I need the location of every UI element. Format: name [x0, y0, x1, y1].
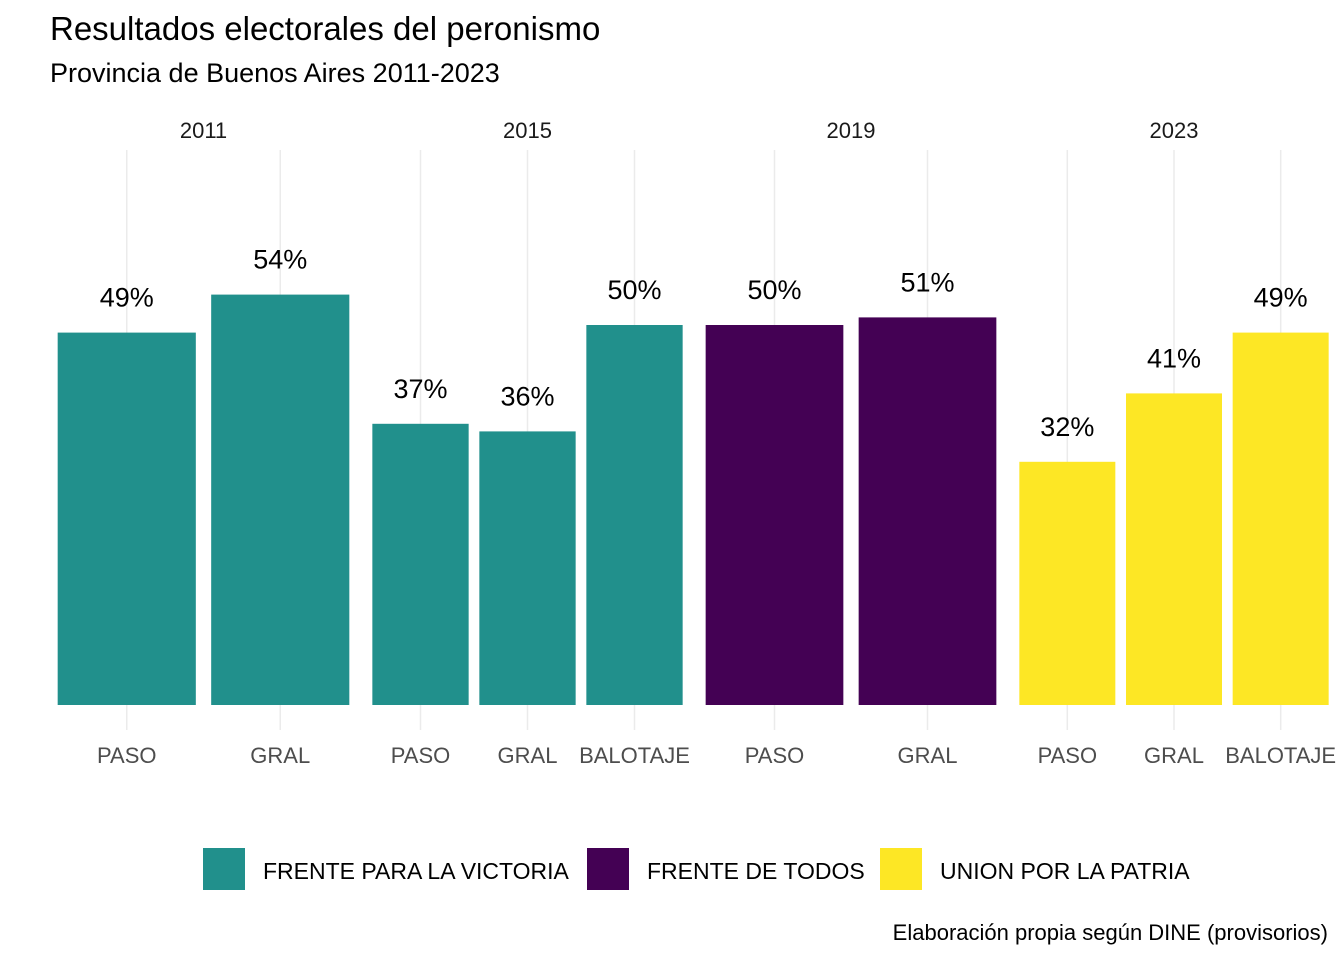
bar-2019-gral — [858, 317, 997, 705]
facet-2011: 2011 49% PASO 54% GRAL — [57, 118, 350, 768]
x-tick-label: PASO — [1038, 743, 1098, 768]
facet-label: 2011 — [180, 118, 227, 143]
x-tick-label: PASO — [97, 743, 157, 768]
x-tick-label: BALOTAJE — [1225, 743, 1336, 768]
data-label: 50% — [747, 275, 801, 305]
data-label: 54% — [253, 245, 307, 275]
bar-2023-gral — [1126, 393, 1222, 705]
data-label: 41% — [1147, 343, 1201, 373]
chart-caption: Elaboración propia según DINE (provisori… — [892, 920, 1328, 945]
data-label: 49% — [100, 283, 154, 313]
legend: FRENTE PARA LA VICTORIA FRENTE DE TODOS … — [0, 848, 1344, 892]
bar-2011-gral — [211, 294, 350, 705]
data-label: 51% — [900, 267, 954, 297]
bar-2015-balotaje — [586, 325, 683, 705]
bar-2015-paso — [372, 423, 469, 705]
bar-2023-paso — [1019, 461, 1116, 705]
chart-title: Resultados electorales del peronismo — [50, 10, 601, 47]
facet-2019: 2019 50% PASO 51% GRAL — [705, 118, 997, 768]
data-label: 32% — [1040, 412, 1094, 442]
bar-2011-paso — [57, 332, 196, 705]
facet-label: 2015 — [503, 118, 552, 143]
x-tick-label: GRAL — [250, 743, 310, 768]
chart-canvas: 2011 49% PASO 54% GRAL 2015 37% PASO 36% GRAL 50% B… — [57, 118, 1336, 768]
data-label: 36% — [500, 381, 554, 411]
legend-key — [880, 848, 922, 890]
bar-2019-paso — [705, 325, 844, 705]
facet-label: 2019 — [827, 118, 876, 143]
legend-label: UNION POR LA PATRIA — [940, 858, 1190, 884]
chart-subtitle: Provincia de Buenos Aires 2011-2023 — [50, 58, 500, 88]
facet-2023: 2023 32% PASO 41% GRAL 49% BALOTAJE — [1019, 118, 1336, 768]
facet-2015: 2015 37% PASO 36% GRAL 50% BALOTAJE — [372, 118, 690, 768]
legend-label: FRENTE DE TODOS — [647, 858, 865, 884]
bar-2023-balotaje — [1232, 332, 1329, 705]
legend-label: FRENTE PARA LA VICTORIA — [263, 858, 569, 884]
facet-label: 2023 — [1150, 118, 1199, 143]
bar-2015-gral — [479, 431, 576, 705]
legend-key — [587, 848, 629, 890]
data-label: 37% — [393, 374, 447, 404]
x-tick-label: PASO — [745, 743, 805, 768]
x-tick-label: GRAL — [498, 743, 558, 768]
x-tick-label: PASO — [391, 743, 451, 768]
legend-key — [203, 848, 245, 890]
x-tick-label: BALOTAJE — [579, 743, 690, 768]
x-tick-label: GRAL — [898, 743, 958, 768]
data-label: 50% — [607, 275, 661, 305]
data-label: 49% — [1254, 283, 1308, 313]
x-tick-label: GRAL — [1144, 743, 1204, 768]
